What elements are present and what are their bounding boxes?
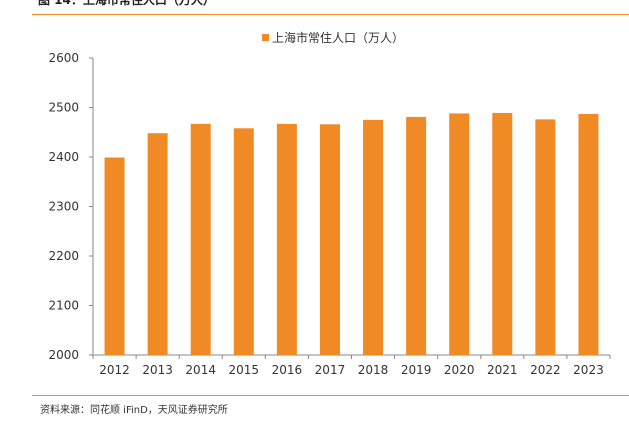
y-tick-label: 2500 bbox=[48, 101, 79, 115]
legend: 上海市常住人口（万人） bbox=[262, 30, 404, 45]
legend-label: 上海市常住人口（万人） bbox=[272, 30, 404, 45]
x-axis: 2012 2013 2014 2015 2016 2017 2018 2019 2020 2021… bbox=[92, 354, 611, 377]
bar-2022 bbox=[535, 119, 556, 355]
y-tick-label: 2000 bbox=[48, 348, 79, 362]
bar-2015 bbox=[233, 128, 254, 355]
x-tick-label: 2012 bbox=[99, 363, 130, 377]
legend-swatch bbox=[262, 34, 269, 41]
x-tick-label: 2014 bbox=[185, 363, 216, 377]
bar-2021 bbox=[492, 112, 513, 355]
bar-2013 bbox=[147, 133, 168, 355]
x-tick-label: 2018 bbox=[358, 363, 389, 377]
bar-2018 bbox=[363, 119, 384, 355]
y-tick-label: 2300 bbox=[48, 200, 79, 214]
bar-2023 bbox=[578, 113, 599, 355]
bar-2014 bbox=[190, 123, 211, 356]
source-note: 资料来源：同花顺 iFinD，天风证券研究所 bbox=[40, 405, 228, 416]
x-tick-label: 2021 bbox=[487, 363, 518, 377]
y-tick-label: 2600 bbox=[48, 51, 79, 65]
x-tick-label: 2020 bbox=[444, 363, 475, 377]
bar-series bbox=[104, 112, 599, 356]
x-tick-label: 2022 bbox=[530, 363, 561, 377]
bar-2017 bbox=[319, 124, 340, 355]
x-tick-label: 2017 bbox=[315, 363, 346, 377]
x-tick-label: 2016 bbox=[272, 363, 303, 377]
figure-title: 图 14：上海市常住人口（万人） bbox=[38, 0, 215, 7]
y-tick-label: 2200 bbox=[48, 249, 79, 263]
bar-2012 bbox=[104, 157, 125, 355]
bottom-rule bbox=[32, 395, 629, 396]
x-tick-label: 2015 bbox=[229, 363, 260, 377]
bar-2016 bbox=[276, 123, 297, 356]
y-axis: 2000 2100 2200 2300 2400 2500 2600 bbox=[48, 51, 94, 362]
y-tick-label: 2400 bbox=[48, 150, 79, 164]
y-tick-label: 2100 bbox=[48, 299, 79, 313]
x-tick-label: 2013 bbox=[142, 363, 173, 377]
x-tick-label: 2019 bbox=[401, 363, 432, 377]
bar-2020 bbox=[449, 113, 470, 355]
top-rule bbox=[32, 14, 629, 15]
x-tick-label: 2023 bbox=[573, 363, 604, 377]
bar-2019 bbox=[406, 116, 427, 355]
